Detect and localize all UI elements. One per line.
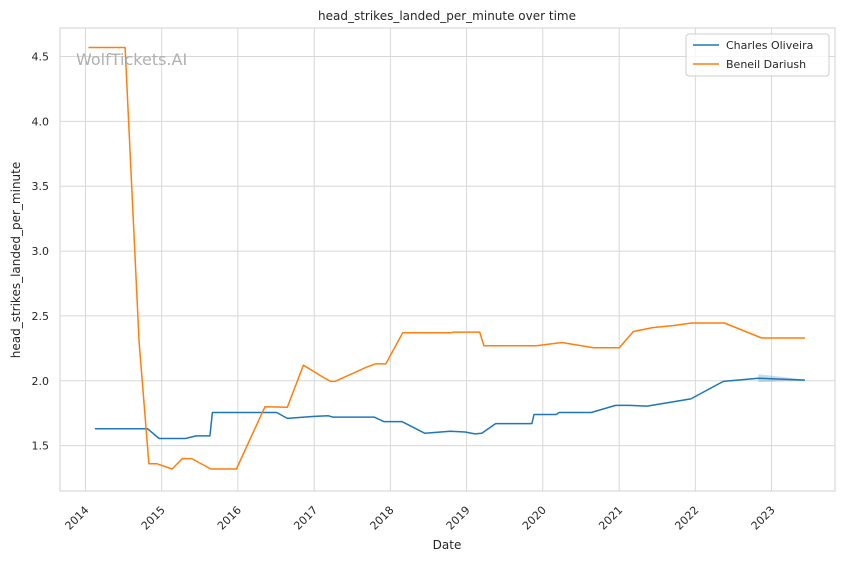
plot-area	[59, 27, 836, 492]
y-tick-label: 2.5	[32, 310, 50, 323]
x-tick-label: 2022	[672, 504, 701, 533]
gridlines	[60, 28, 835, 491]
y-tick-label: 2.0	[32, 375, 50, 388]
x-tick-label: 2017	[291, 504, 320, 533]
series-line-beneil-dariush	[88, 46, 805, 470]
legend: Charles Oliveira Beneil Dariush	[685, 33, 830, 77]
legend-label-beneil-dariush: Beneil Dariush	[726, 58, 806, 71]
y-tick-label: 3.0	[32, 245, 50, 258]
watermark-text: WolfTickets.AI	[76, 50, 187, 69]
y-tick-label: 4.0	[32, 115, 50, 128]
y-tick-label: 1.5	[32, 440, 50, 453]
x-axis-label: Date	[433, 538, 462, 552]
x-tick-label: 2014	[63, 504, 92, 533]
x-tick-label: 2016	[215, 504, 244, 533]
x-tick-label: 2019	[444, 504, 473, 533]
chart-title: head_strikes_landed_per_minute over time	[318, 9, 576, 23]
x-tick-label: 2015	[139, 504, 168, 533]
x-tick-label: 2021	[596, 504, 625, 533]
y-tick-label: 4.5	[32, 51, 50, 64]
x-tick-label: 2018	[368, 504, 397, 533]
y-axis-ticks: 1.5 2.0 2.5 3.0 3.5 4.0 4.5	[32, 51, 50, 453]
y-axis-label: head_strikes_landed_per_minute	[9, 162, 23, 359]
legend-box	[685, 33, 830, 77]
legend-label-charles-oliveira: Charles Oliveira	[726, 39, 813, 52]
x-tick-label: 2023	[749, 504, 778, 533]
y-tick-label: 3.5	[32, 180, 50, 193]
x-tick-label: 2020	[520, 504, 549, 533]
series-line-charles-oliveira	[94, 377, 805, 440]
series-lines	[88, 46, 805, 470]
x-axis-ticks: 2014 2015 2016 2017 2018 2019 2020 2021 2022 2023	[63, 504, 778, 533]
